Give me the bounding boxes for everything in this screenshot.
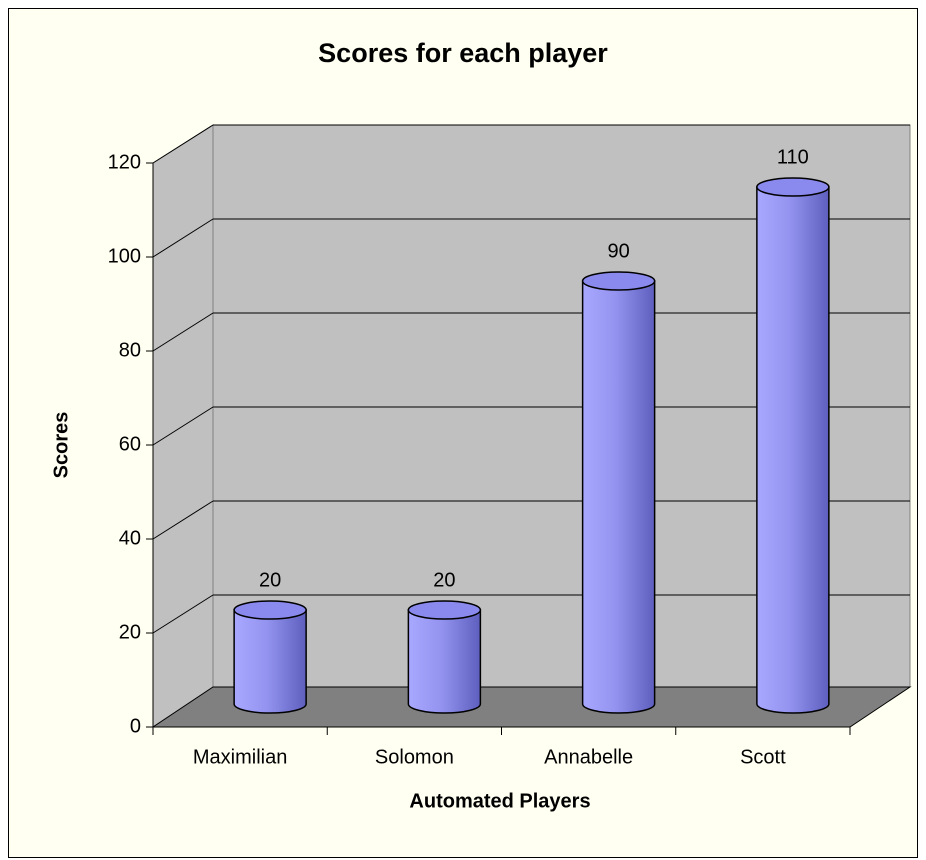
bar — [756, 186, 830, 714]
grid-line — [152, 124, 214, 164]
y-tick-label: 80 — [119, 339, 141, 361]
x-tick-label: Scott — [740, 746, 786, 768]
value-label: 90 — [608, 240, 630, 262]
value-label: 20 — [433, 569, 455, 591]
value-label: 20 — [259, 569, 281, 591]
grid-line — [152, 218, 214, 258]
y-axis-title: Scores — [50, 412, 72, 479]
grid-line — [152, 594, 214, 634]
bar — [581, 280, 656, 714]
grid-line — [152, 406, 214, 446]
y-tick-label: 120 — [108, 151, 141, 173]
y-tick-label: 60 — [119, 433, 141, 455]
y-tick-label: 0 — [130, 715, 141, 737]
x-axis-title: Automated Players — [409, 790, 590, 812]
bar — [233, 609, 307, 714]
x-tick-label: Maximilian — [193, 746, 287, 768]
bar-top — [233, 600, 307, 620]
value-label: 110 — [777, 146, 809, 168]
y-tick-label: 20 — [119, 621, 141, 643]
bar — [407, 609, 482, 714]
y-tick-label: 100 — [108, 245, 141, 267]
bar-top — [756, 177, 830, 197]
chart-title: Scores for each player — [318, 38, 608, 68]
grid-line — [152, 500, 214, 540]
grid-line — [152, 312, 214, 352]
y-tick-label: 40 — [119, 527, 141, 549]
bar-top — [407, 600, 482, 620]
x-tick-label: Annabelle — [544, 746, 633, 768]
bar-top — [581, 271, 656, 291]
x-tick-label: Solomon — [375, 746, 454, 768]
